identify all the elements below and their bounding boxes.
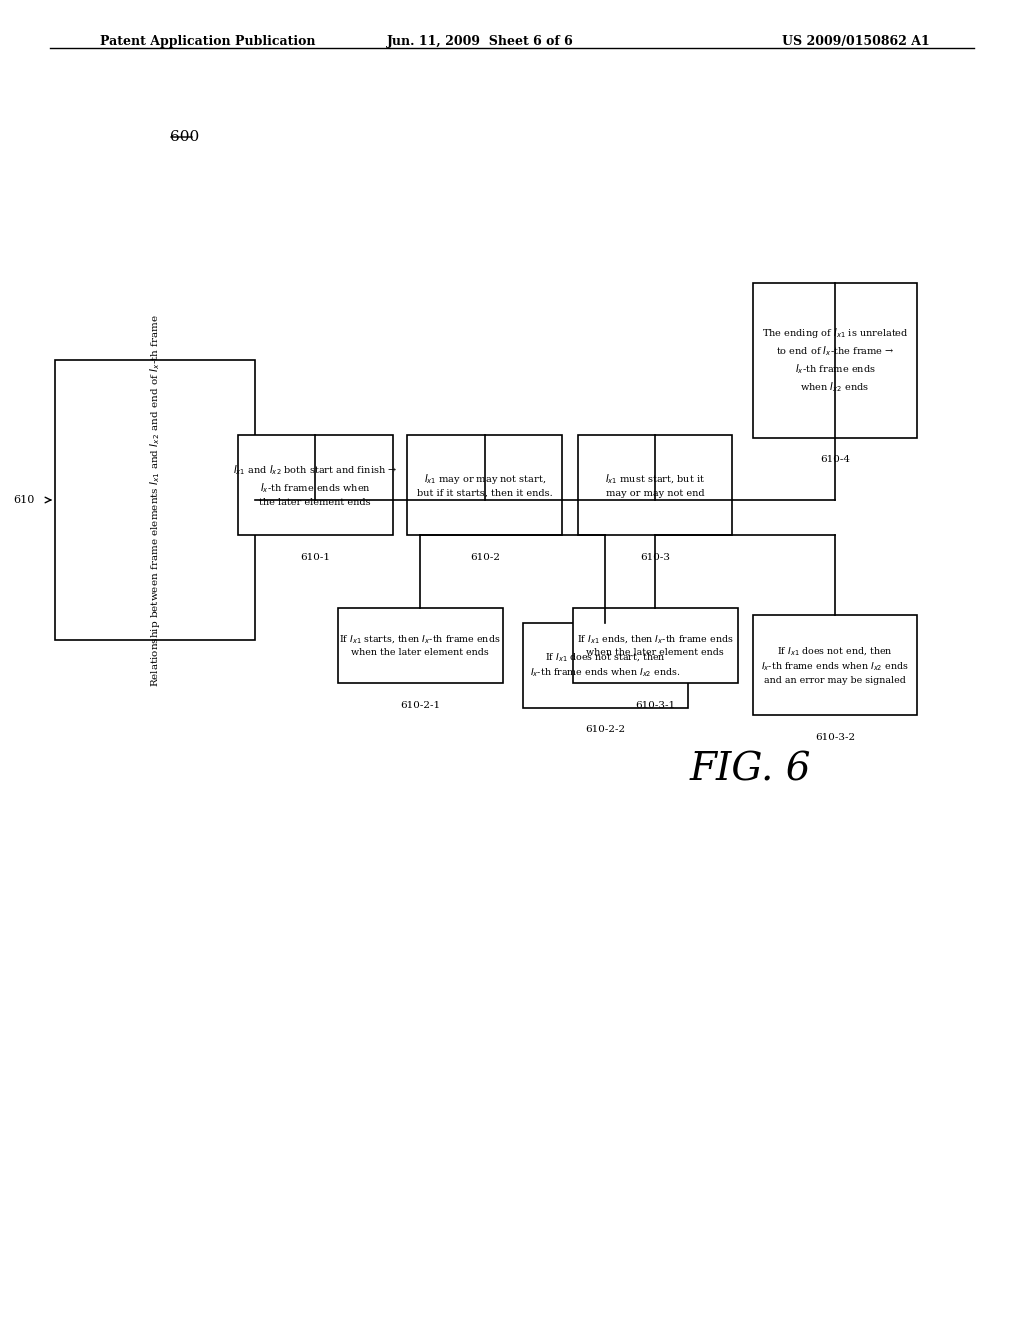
Text: US 2009/0150862 A1: US 2009/0150862 A1 <box>782 36 930 48</box>
Text: If $I_{x1}$ does not end, then
$I_x$-th frame ends when $I_{x2}$ ends
and an err: If $I_{x1}$ does not end, then $I_x$-th … <box>761 645 909 685</box>
Text: 610-2: 610-2 <box>470 553 500 562</box>
FancyBboxPatch shape <box>338 607 503 682</box>
FancyBboxPatch shape <box>55 360 255 640</box>
Text: Relationship between frame elements $I_{x1}$ and $I_{x2}$ and end of $I_x$-th fr: Relationship between frame elements $I_{… <box>148 313 162 686</box>
Text: If $I_{x1}$ ends, then $I_x$-th frame ends
when the later element ends: If $I_{x1}$ ends, then $I_x$-th frame en… <box>577 634 733 657</box>
Text: 610-3: 610-3 <box>640 553 670 562</box>
Text: $I_{x1}$ may or may not start,
but if it starts, then it ends.: $I_{x1}$ may or may not start, but if it… <box>417 473 553 498</box>
Text: $I_{x1}$ and $I_{x2}$ both start and finish →
$I_x$-th frame ends when
the later: $I_{x1}$ and $I_{x2}$ both start and fin… <box>232 463 397 507</box>
FancyBboxPatch shape <box>408 436 562 535</box>
Text: 600: 600 <box>170 129 200 144</box>
Text: 610-1: 610-1 <box>300 553 330 562</box>
Text: If $I_{x1}$ starts, then $I_x$-th frame ends
when the later element ends: If $I_{x1}$ starts, then $I_x$-th frame … <box>339 634 501 657</box>
Text: 610: 610 <box>13 495 35 506</box>
Text: 610-2-1: 610-2-1 <box>400 701 440 710</box>
FancyBboxPatch shape <box>522 623 687 708</box>
Text: 610-2-2: 610-2-2 <box>585 726 625 734</box>
Text: The ending of $I_{x1}$ is unrelated
to end of $I_x$-the frame →
$I_x$-th frame e: The ending of $I_{x1}$ is unrelated to e… <box>762 326 908 393</box>
Text: FIG. 6: FIG. 6 <box>689 751 811 788</box>
Text: Jun. 11, 2009  Sheet 6 of 6: Jun. 11, 2009 Sheet 6 of 6 <box>387 36 573 48</box>
Text: 610-3-2: 610-3-2 <box>815 733 855 742</box>
Text: 610-3-1: 610-3-1 <box>635 701 675 710</box>
FancyBboxPatch shape <box>572 607 737 682</box>
FancyBboxPatch shape <box>238 436 392 535</box>
Text: If $I_{x1}$ does not start, then
$I_x$-th frame ends when $I_{x2}$ ends.: If $I_{x1}$ does not start, then $I_x$-t… <box>529 651 680 678</box>
Text: 610-4: 610-4 <box>820 455 850 465</box>
Text: $I_{x1}$ must start, but it
may or may not end: $I_{x1}$ must start, but it may or may n… <box>605 473 706 498</box>
FancyBboxPatch shape <box>753 615 918 715</box>
Text: Patent Application Publication: Patent Application Publication <box>100 36 315 48</box>
FancyBboxPatch shape <box>578 436 732 535</box>
FancyBboxPatch shape <box>753 282 918 437</box>
